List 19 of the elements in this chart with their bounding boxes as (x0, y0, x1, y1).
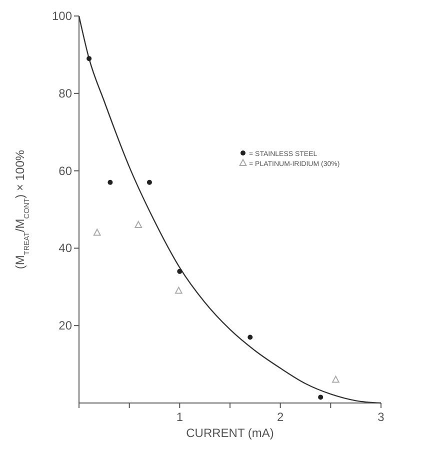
x-tick-label: 2 (276, 410, 284, 424)
x-tick-label: 1 (176, 410, 184, 424)
point (134, 220, 142, 228)
y-tick-label: 40 (58, 241, 72, 256)
point (86, 56, 92, 62)
point (332, 376, 340, 383)
point (174, 286, 182, 294)
point (108, 180, 113, 185)
x-axis-title: CURRENT (mA) (186, 426, 274, 440)
y-tick-label: 60 (58, 164, 72, 178)
point (93, 228, 101, 236)
y-tick-label: 20 (58, 318, 72, 333)
point (318, 394, 324, 400)
point (248, 334, 253, 340)
y-tick-label: 100 (52, 9, 72, 23)
y-tick-label: 80 (58, 86, 72, 100)
x-tick-label: 3 (378, 410, 385, 424)
point (177, 268, 182, 274)
point (146, 180, 152, 185)
